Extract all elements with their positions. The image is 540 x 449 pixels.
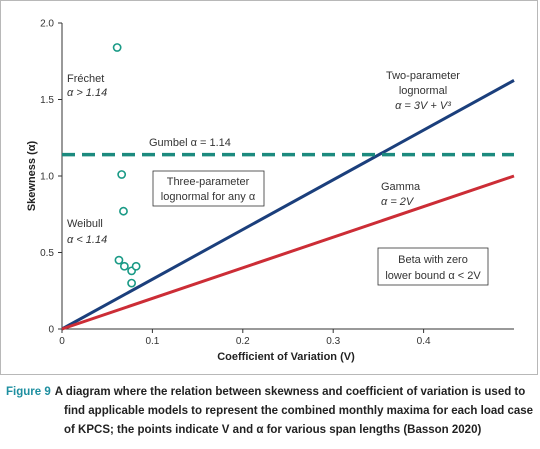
three-param-label-1: Three-parameter [167,176,250,188]
x-tick-label: 0.2 [236,336,250,347]
caption-figure-label: Figure 9 [6,386,51,398]
caption-line-3: of KPCS; the points indicate V and α for… [64,424,482,436]
data-point [114,255,124,265]
data-point [119,261,129,271]
weibull-condition: α < 1.14 [67,234,107,246]
y-tick-label: 0.5 [40,248,54,259]
annotations: Fréchet α > 1.14 Weibull α < 1.14 Gumbel… [67,70,489,286]
x-tick-label: 0.4 [417,336,431,347]
weibull-label: Weibull [67,218,103,230]
data-point [131,261,141,271]
data-point [117,170,127,179]
data-point [127,278,137,288]
data-point [119,206,128,216]
beta-label-2: lower bound α < 2V [385,270,481,282]
caption-text-1: A diagram where the relation between ske… [54,386,526,398]
gamma-line [61,174,515,331]
three-param-label-2: lognormal for any α [161,191,256,203]
x-axis-title: Coefficient of Variation (V) [217,351,355,363]
data-points [112,43,141,288]
ticks: 0 0.1 0.2 0.3 0.4 0 0.5 1.0 1.5 2.0 [40,19,431,348]
y-axis-title: Skewness (α) [26,140,38,211]
x-tick-label: 0.3 [326,336,340,347]
beta-box [377,247,489,286]
lognormal-line [61,79,515,331]
skewness-cv-chart: 0 0.1 0.2 0.3 0.4 0 0.5 1.0 1.5 2.0 Coefficient o… [26,19,515,363]
two-param-label-1: Two-parameter [386,70,460,82]
model-lines [61,79,515,331]
y-tick-label: 1.5 [40,95,54,106]
gamma-label: Gamma [381,181,421,193]
three-param-box [152,170,265,207]
gumbel-label: Gumbel α = 1.14 [149,137,231,149]
frechet-label: Fréchet [67,73,104,85]
beta-label-1: Beta with zero [398,254,468,266]
y-tick-label: 0 [48,325,54,336]
frechet-condition: α > 1.14 [67,87,107,99]
y-tick-label: 1.0 [40,172,54,183]
data-point [112,43,122,52]
x-tick-label: 0.1 [145,336,159,347]
two-param-label-2: lognormal [399,85,447,97]
y-tick-label: 2.0 [40,19,54,30]
two-param-formula: α = 3V + V³ [395,100,451,112]
caption-line-2: find applicable models to represent the … [64,405,534,417]
x-tick-label: 0 [59,336,65,347]
gamma-formula: α = 2V [381,196,415,208]
